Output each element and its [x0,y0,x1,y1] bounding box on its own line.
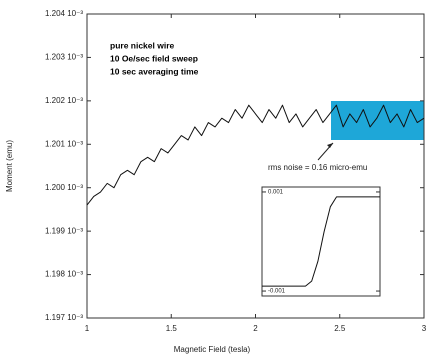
annotation: 10 Oe/sec field sweep [110,53,198,63]
noise-note: rms noise = 0.16 micro-emu [268,163,367,172]
annotation: 10 sec averaging time [110,66,199,76]
y-tick-label: 1.201 10⁻³ [45,139,83,148]
arrow-head [327,143,333,148]
x-tick-label: 1.5 [166,324,178,333]
noise-band [331,101,424,140]
y-tick-label: 1.202 10⁻³ [45,96,83,105]
data-line [86,104,425,206]
y-tick-label: 1.197 10⁻³ [45,313,83,322]
annotation: pure nickel wire [110,40,175,50]
y-axis-title: Moment (emu) [5,140,14,192]
y-tick-label: -0.001 [268,289,286,295]
x-axis-title: Magnetic Field (tesla) [174,345,251,354]
y-tick-label: 1.203 10⁻³ [45,53,83,62]
y-tick-label: 1.200 10⁻³ [45,183,83,192]
x-tick-label: 2 [253,324,258,333]
y-tick-label: 1.198 10⁻³ [45,270,83,279]
plot-frame [261,186,381,297]
x-tick-label: 3 [422,324,427,333]
y-tick-label: 1.204 10⁻³ [45,9,83,18]
y-tick-label: 0.001 [268,190,284,196]
x-tick-label: 1 [85,324,90,333]
x-tick-label: 2.5 [334,324,346,333]
y-tick-label: 1.199 10⁻³ [45,226,83,235]
data-line [262,196,380,287]
